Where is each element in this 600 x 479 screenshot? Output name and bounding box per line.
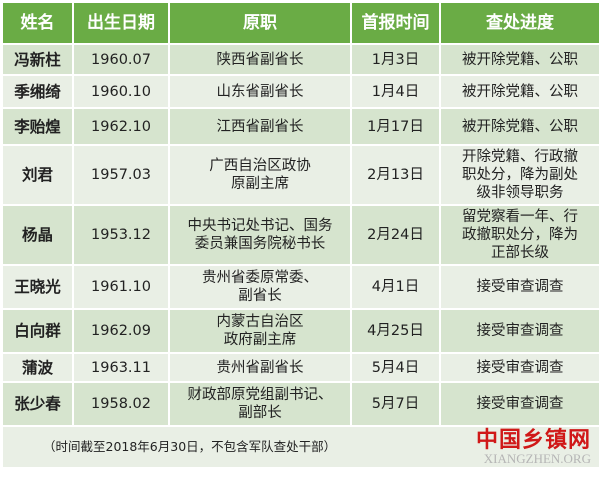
- cell-date: 2月13日: [350, 144, 441, 206]
- table-row: 张少春 1958.02 财政部原党组副书记、 副部长 5月7日 接受审查调查: [1, 381, 600, 427]
- cell-birth: 1963.11: [72, 352, 170, 383]
- cell-birth: 1958.02: [72, 381, 170, 427]
- cell-date: 1月17日: [350, 107, 441, 146]
- progress-line: 接受审查调查: [476, 323, 564, 339]
- cell-birth: 1961.10: [72, 264, 170, 310]
- cell-progress: 接受审查调查: [439, 381, 600, 427]
- post-line: 原副主席: [231, 176, 289, 192]
- progress-line: 被开除党籍、公职: [462, 118, 578, 135]
- progress-line: 被开除党籍、公职: [462, 83, 578, 100]
- cell-birth: 1962.09: [72, 308, 170, 354]
- cell-post: 中央书记处书记、国务 委员兼国务院秘书长: [168, 204, 352, 266]
- post-line: 副省长: [238, 288, 282, 304]
- header-progress: 查处进度: [439, 1, 600, 45]
- progress-line: 政撤职处分，降为: [462, 227, 578, 243]
- post-line: 政府副主席: [223, 332, 297, 348]
- progress-line: 接受审查调查: [476, 279, 564, 295]
- cell-date: 5月7日: [350, 381, 441, 427]
- cell-name: 刘君: [1, 144, 74, 206]
- cell-post: 陕西省副省长: [168, 43, 352, 76]
- footnote-wrap: （时间截至2018年6月30日，不包含军队查处干部） 中国乡镇网 XIANGZH…: [3, 428, 599, 466]
- table-row: 白向群 1962.09 内蒙古自治区 政府副主席 4月25日 接受审查调查: [1, 308, 600, 354]
- progress-line: 正部长级: [491, 245, 549, 261]
- cell-post: 广西自治区政协 原副主席: [168, 144, 352, 206]
- progress-line: 接受审查调查: [476, 396, 564, 412]
- progress-line: 级非领导职务: [476, 185, 564, 201]
- cell-birth: 1957.03: [72, 144, 170, 206]
- cell-progress: 被开除党籍、公职: [439, 74, 600, 109]
- post-line: 内蒙古自治区: [216, 314, 304, 330]
- progress-line: 接受审查调查: [476, 359, 564, 376]
- cell-date: 4月25日: [350, 308, 441, 354]
- cell-birth: 1953.12: [72, 204, 170, 266]
- footnote-cell: （时间截至2018年6月30日，不包含军队查处干部） 中国乡镇网 XIANGZH…: [1, 425, 600, 469]
- cell-name: 李贻煌: [1, 107, 74, 146]
- cell-name: 王晓光: [1, 264, 74, 310]
- footnote: （时间截至2018年6月30日，不包含军队查处干部）: [43, 439, 337, 454]
- table-row: 李贻煌 1962.10 江西省副省长 1月17日 被开除党籍、公职: [1, 107, 600, 146]
- post-line: 贵州省委原常委、: [202, 270, 318, 286]
- cell-post: 贵州省副省长: [168, 352, 352, 383]
- footnote-row: （时间截至2018年6月30日，不包含军队查处干部） 中国乡镇网 XIANGZH…: [1, 425, 600, 469]
- cell-post: 贵州省委原常委、 副省长: [168, 264, 352, 310]
- cell-progress: 留党察看一年、行 政撤职处分，降为 正部长级: [439, 204, 600, 266]
- progress-line: 被开除党籍、公职: [462, 51, 578, 68]
- cell-date: 5月4日: [350, 352, 441, 383]
- cell-name: 冯新柱: [1, 43, 74, 76]
- cell-date: 1月4日: [350, 74, 441, 109]
- table-row: 冯新柱 1960.07 陕西省副省长 1月3日 被开除党籍、公职: [1, 43, 600, 76]
- header-row: 姓名 出生日期 原职 首报时间 查处进度: [1, 1, 600, 45]
- cell-progress: 被开除党籍、公职: [439, 107, 600, 146]
- cell-progress: 开除党籍、行政撤 职处分，降为副处 级非领导职务: [439, 144, 600, 206]
- cell-date: 4月1日: [350, 264, 441, 310]
- post-line: 副部长: [238, 405, 282, 421]
- post-line: 江西省副省长: [216, 118, 304, 135]
- progress-line: 留党察看一年、行: [462, 209, 578, 225]
- post-line: 财政部原党组副书记、: [187, 387, 333, 403]
- post-line: 山东省副省长: [216, 83, 304, 100]
- post-line: 陕西省副省长: [216, 51, 304, 68]
- cell-date: 2月24日: [350, 204, 441, 266]
- table-row: 刘君 1957.03 广西自治区政协 原副主席 2月13日 开除党籍、行政撤 职处分，降为副…: [1, 144, 600, 206]
- watermark-url: XIANGZHEN.ORG: [483, 451, 591, 466]
- post-line: 贵州省副省长: [216, 359, 304, 376]
- cell-name: 季缃绮: [1, 74, 74, 109]
- table-row: 杨晶 1953.12 中央书记处书记、国务 委员兼国务院秘书长 2月24日 留党察看一年、…: [1, 204, 600, 266]
- post-line: 中央书记处书记、国务: [187, 218, 333, 234]
- table-row: 季缃绮 1960.10 山东省副省长 1月4日 被开除党籍、公职: [1, 74, 600, 109]
- cell-name: 张少春: [1, 381, 74, 427]
- watermark: 中国乡镇网 XIANGZHEN.ORG: [476, 428, 591, 466]
- cell-progress: 接受审查调查: [439, 352, 600, 383]
- cell-progress: 被开除党籍、公职: [439, 43, 600, 76]
- cell-post: 内蒙古自治区 政府副主席: [168, 308, 352, 354]
- header-birth: 出生日期: [72, 1, 170, 45]
- header-date: 首报时间: [350, 1, 441, 45]
- cell-post: 财政部原党组副书记、 副部长: [168, 381, 352, 427]
- cell-name: 蒲波: [1, 352, 74, 383]
- cell-birth: 1960.07: [72, 43, 170, 76]
- progress-line: 开除党籍、行政撤: [462, 149, 578, 165]
- cell-progress: 接受审查调查: [439, 308, 600, 354]
- header-name: 姓名: [1, 1, 74, 45]
- cell-progress: 接受审查调查: [439, 264, 600, 310]
- progress-line: 职处分，降为副处: [462, 167, 578, 183]
- watermark-logo: 中国乡镇网: [475, 427, 591, 453]
- table-row: 蒲波 1963.11 贵州省副省长 5月4日 接受审查调查: [1, 352, 600, 383]
- cell-birth: 1962.10: [72, 107, 170, 146]
- cell-birth: 1960.10: [72, 74, 170, 109]
- cell-date: 1月3日: [350, 43, 441, 76]
- header-post: 原职: [168, 1, 352, 45]
- post-line: 广西自治区政协: [209, 158, 311, 174]
- officials-table: 姓名 出生日期 原职 首报时间 查处进度 冯新柱 1960.07 陕西省副省长 1月3…: [1, 1, 600, 469]
- cell-name: 白向群: [1, 308, 74, 354]
- cell-post: 江西省副省长: [168, 107, 352, 146]
- table-row: 王晓光 1961.10 贵州省委原常委、 副省长 4月1日 接受审查调查: [1, 264, 600, 310]
- cell-name: 杨晶: [1, 204, 74, 266]
- cell-post: 山东省副省长: [168, 74, 352, 109]
- post-line: 委员兼国务院秘书长: [194, 236, 326, 252]
